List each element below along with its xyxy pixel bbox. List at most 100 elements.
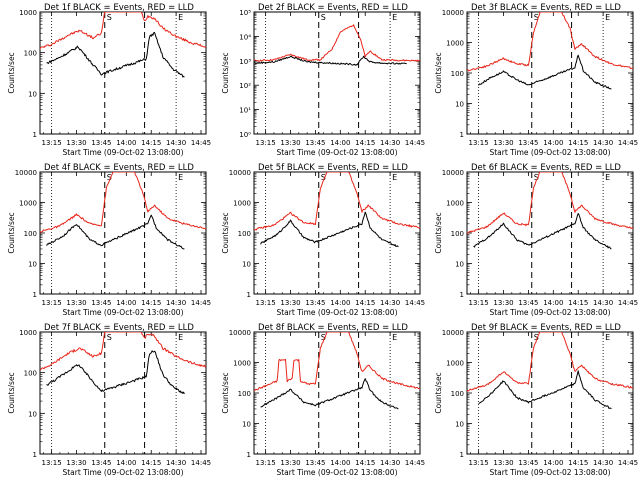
start-marker: S [534,173,539,182]
x-axis-label: Start Time (09-Oct-02 13:08:00) [489,308,610,317]
y-axis-label: Counts/sec [434,52,443,93]
y-tick-label: 100 [24,50,37,58]
panel-det-3f: Det 3f BLACK = Events, RED = LLD 1 10 100 10… [434,3,638,157]
y-tick-label: 100 [24,230,37,238]
lld-series-line [467,172,633,234]
events-series-line [260,211,399,248]
end-marker: E [392,13,397,22]
series-layer [40,332,206,395]
start-marker: S [321,333,326,342]
series-layer [40,172,206,250]
y-tick-label: 1 [247,291,251,299]
y-tick-label: 10⁴ [239,33,251,41]
x-tick-label: 13:15 [256,459,276,467]
x-tick-label: 14:00 [116,459,136,467]
y-axis-label: Counts/sec [221,212,230,253]
y-tick-label: 1000 [446,200,464,208]
events-series-line [473,213,612,250]
series-layer [467,332,633,410]
y-axis-label: Counts/sec [221,52,230,93]
plot-frame [39,171,207,295]
x-axis-label: Start Time (09-Oct-02 13:08:00) [276,308,397,317]
y-tick-label: 10 [455,421,464,429]
y-tick-label: 1000 [19,9,37,17]
events-series-line [260,378,399,410]
x-tick-label: 13:15 [256,139,276,147]
y-tick-label: 10000 [229,329,251,337]
x-tick-label: 14:45 [618,459,638,467]
lld-series-line [254,24,420,62]
end-marker: E [605,173,610,182]
series-layer [467,12,633,90]
y-tick-label: 10² [239,82,251,90]
panel-det-7f: Det 7f BLACK = Events, RED = LLD 1 10 100 10… [7,323,211,477]
start-marker: S [321,173,326,182]
end-marker: E [392,333,397,342]
x-tick-label: 14:00 [330,459,350,467]
x-tick-label: 13:30 [493,299,513,307]
x-tick-label: 13:30 [66,299,86,307]
x-axis-label: Start Time (09-Oct-02 13:08:00) [489,468,610,477]
lld-series-line [40,172,206,233]
panel-title: Det 8f BLACK = Events, RED = LLD [258,323,408,333]
lld-series-line [254,332,420,392]
x-tick-label: 14:00 [330,299,350,307]
panel-det-6f: Det 6f BLACK = Events, RED = LLD 1 10 100 10… [434,163,638,317]
x-axis-label: Start Time (09-Oct-02 13:08:00) [276,148,397,157]
panel-title: Det 2f BLACK = Events, RED = LLD [258,3,408,13]
x-tick-label: 13:30 [280,139,300,147]
y-tick-label: 1000 [233,360,251,368]
y-tick-label: 10 [28,261,37,269]
panel-title: Det 9f BLACK = Events, RED = LLD [471,323,621,333]
x-tick-label: 14:00 [330,139,350,147]
events-series-line [478,54,612,90]
y-tick-label: 100 [238,390,251,398]
lld-series-line [467,332,633,392]
y-axis-label: Counts/sec [221,372,230,413]
x-axis-label: Start Time (09-Oct-02 13:08:00) [489,148,610,157]
y-tick-label: 10000 [442,169,464,177]
y-tick-label: 100 [451,70,464,78]
y-tick-label: 1 [247,451,251,459]
y-tick-label: 10000 [15,169,37,177]
start-marker: S [107,13,112,22]
x-tick-label: 13:45 [518,299,538,307]
y-axis-label: Counts/sec [434,372,443,413]
x-axis-label: Start Time (09-Oct-02 13:08:00) [62,308,183,317]
x-tick-label: 14:15 [141,299,161,307]
x-tick-label: 14:30 [380,459,400,467]
x-tick-label: 14:00 [543,299,563,307]
x-tick-label: 13:15 [469,459,489,467]
events-series-line [254,55,407,66]
x-tick-label: 14:00 [116,139,136,147]
x-tick-label: 14:15 [568,459,588,467]
y-tick-label: 10 [455,261,464,269]
x-tick-label: 14:30 [166,459,186,467]
plot-frame [466,11,634,135]
y-axis-label: Counts/sec [7,52,16,93]
x-tick-label: 13:15 [42,299,62,307]
y-tick-label: 1000 [233,200,251,208]
x-tick-label: 13:30 [66,139,86,147]
end-marker: E [178,173,183,182]
x-tick-label: 13:15 [42,459,62,467]
x-tick-label: 13:45 [305,459,325,467]
y-axis-label: Counts/sec [7,212,16,253]
events-series-line [478,370,612,410]
end-marker: E [605,13,610,22]
x-tick-label: 13:30 [280,459,300,467]
y-tick-label: 1000 [19,200,37,208]
y-tick-label: 10000 [442,329,464,337]
panel-title: Det 7f BLACK = Events, RED = LLD [44,323,194,333]
x-tick-label: 14:30 [166,139,186,147]
x-tick-label: 14:45 [405,299,425,307]
x-tick-label: 14:45 [405,459,425,467]
x-tick-label: 14:30 [166,299,186,307]
y-tick-label: 100 [451,230,464,238]
series-layer [467,172,633,250]
lld-series-line [254,172,420,231]
panel-title: Det 4f BLACK = Events, RED = LLD [44,163,194,173]
events-series-line [46,31,185,78]
y-tick-label: 1 [33,291,37,299]
y-tick-label: 1000 [446,40,464,48]
